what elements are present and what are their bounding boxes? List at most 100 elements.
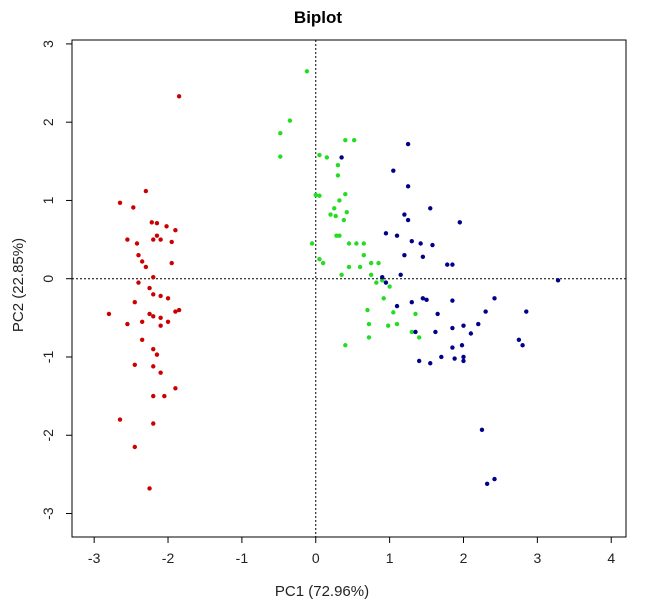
data-point [304,69,310,74]
y-tick-label: 3 [40,40,56,48]
data-point [324,155,330,160]
data-point [158,293,163,299]
data-point [380,274,385,280]
data-point [278,130,283,136]
data-point [339,155,344,160]
data-point [418,241,423,246]
data-point [339,272,344,278]
data-point [402,253,407,258]
x-tick-label: 4 [607,550,615,566]
data-point [524,309,529,314]
data-point [439,354,444,360]
data-point [409,299,414,305]
data-point [402,212,407,217]
data-point [479,427,485,432]
data-points [106,69,561,491]
data-point [139,259,145,264]
data-point [433,329,438,335]
data-point [520,343,525,348]
data-point [158,237,163,242]
data-point [383,231,389,236]
data-point [409,329,414,335]
data-point [387,284,392,289]
data-point [125,237,130,242]
y-tick-label: -3 [40,507,56,520]
data-point [173,386,178,391]
data-point [337,233,342,238]
data-point [450,345,455,350]
data-point [154,233,160,238]
data-point [151,237,156,242]
data-point [278,154,283,159]
data-point [420,254,426,260]
data-point [376,260,381,266]
data-point [106,311,112,317]
series-2 [278,69,422,348]
data-point [416,335,422,340]
data-point [147,285,152,291]
data-point [394,321,400,327]
data-point [165,296,171,301]
series-3 [339,141,561,486]
data-point [344,209,349,215]
data-point [165,319,171,324]
data-point [149,220,154,225]
data-point [320,260,326,266]
data-point [492,476,497,482]
data-point [158,370,163,375]
data-point [346,241,352,246]
data-point [428,361,433,366]
data-point [452,356,457,361]
data-point [151,393,156,399]
data-point [131,205,136,210]
data-point [328,212,333,217]
data-point [143,264,149,270]
data-point [459,343,465,348]
data-point [405,141,411,147]
x-tick-label: -3 [88,550,101,566]
data-point [158,323,163,328]
data-point [132,362,137,368]
data-point [483,309,488,314]
y-tick-label: 1 [40,196,56,204]
data-point [413,329,418,335]
data-point [343,137,348,143]
data-point [332,206,337,211]
data-point [428,206,433,211]
data-point [385,323,391,328]
data-point [461,354,466,360]
data-point [151,314,156,319]
x-tick-label: 3 [533,550,541,566]
y-tick-label: -1 [40,351,56,364]
data-point [365,307,370,313]
x-tick-label: -1 [236,550,249,566]
data-point [341,217,347,223]
data-point [317,152,322,158]
data-point [368,272,374,278]
data-point [309,241,315,246]
data-point [151,274,156,280]
data-point [366,321,372,327]
data-point [394,303,400,309]
data-point [134,241,140,246]
data-point [476,321,481,327]
data-point [413,311,418,317]
data-point [147,486,152,491]
data-point [394,233,400,238]
y-axis: -3 -2 -1 0 1 2 3 [40,40,72,520]
x-axis-label: PC1 (72.96%) [275,583,369,600]
data-point [317,193,322,198]
data-point [173,227,178,233]
x-tick-label: -2 [162,550,175,566]
data-point [162,393,167,399]
y-tick-label: -2 [40,429,56,442]
data-point [147,311,152,317]
data-point [405,184,411,189]
data-point [351,137,357,143]
x-tick-label: 2 [460,550,468,566]
data-point [405,217,411,223]
data-point [492,296,497,301]
data-point [380,278,385,283]
